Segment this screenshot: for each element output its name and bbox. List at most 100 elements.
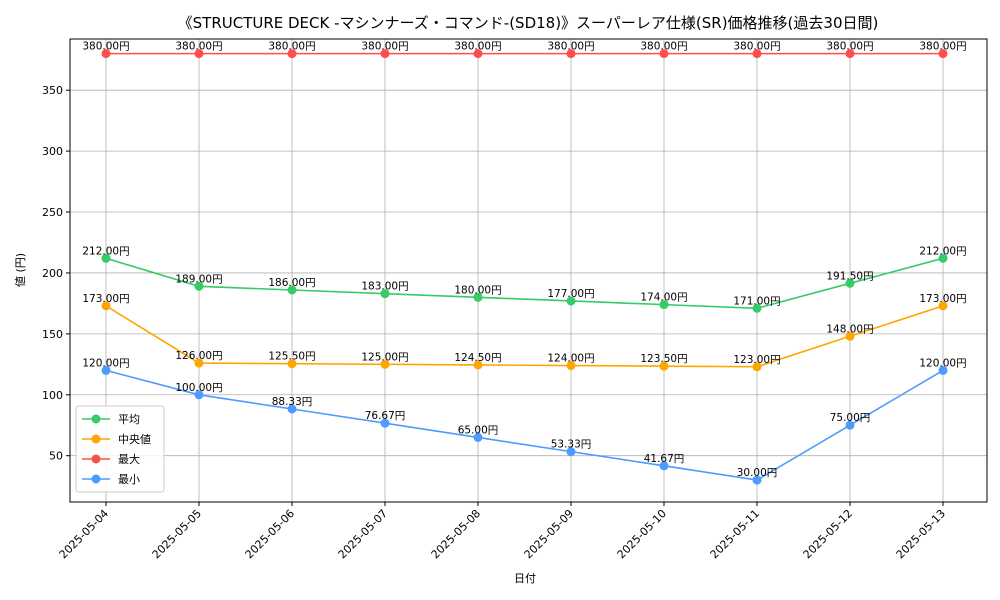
- data-point: [473, 292, 483, 302]
- data-label: 212.00円: [919, 245, 966, 257]
- data-point: [845, 278, 855, 288]
- series-line: [105, 369, 944, 481]
- data-label: 380.00円: [361, 41, 408, 53]
- data-point: [938, 253, 948, 263]
- data-label: 30.00円: [737, 467, 778, 479]
- data-point: [752, 362, 762, 372]
- legend-entry-label: 最小: [118, 473, 140, 486]
- data-point: [101, 49, 111, 59]
- x-tick-label: 2025-05-09: [522, 507, 576, 561]
- data-label: 380.00円: [454, 41, 501, 53]
- data-point: [101, 253, 111, 263]
- y-tick-label: 50: [49, 450, 63, 463]
- data-label: 120.00円: [82, 357, 129, 369]
- data-label: 380.00円: [826, 41, 873, 53]
- data-point: [566, 296, 576, 306]
- data-point: [566, 361, 576, 371]
- data-label: 125.00円: [361, 351, 408, 363]
- data-point: [473, 360, 483, 370]
- series-line: [105, 305, 944, 368]
- chart-title: 《STRUCTURE DECK -マシンナーズ・コマンド-(SD18)》スーパー…: [178, 14, 879, 32]
- data-label: 53.33円: [551, 439, 592, 451]
- x-tick-label: 2025-05-13: [894, 507, 948, 561]
- x-tick-label: 2025-05-07: [336, 507, 390, 561]
- y-axis-label: 値 (円): [14, 253, 27, 287]
- grid-lines: [70, 39, 987, 502]
- y-tick-label: 150: [42, 328, 63, 341]
- data-point: [566, 447, 576, 457]
- data-point: [473, 49, 483, 59]
- plot-frame: [69, 38, 988, 503]
- y-tick-label: 100: [42, 389, 63, 402]
- data-point: [845, 420, 855, 430]
- data-label: 126.00円: [175, 350, 222, 362]
- data-point: [845, 49, 855, 59]
- x-axis-label: 日付: [514, 572, 536, 585]
- data-point: [752, 49, 762, 59]
- data-point: [194, 390, 204, 400]
- y-tick-label: 250: [42, 206, 63, 219]
- legend-swatch-marker: [91, 474, 101, 484]
- data-label: 88.33円: [272, 396, 313, 408]
- data-label: 380.00円: [268, 41, 315, 53]
- data-label: 41.67円: [644, 453, 685, 465]
- y-tick-label: 200: [42, 267, 63, 280]
- data-point: [659, 300, 669, 310]
- legend-swatch-marker: [91, 414, 101, 424]
- data-label: 65.00円: [458, 424, 499, 436]
- x-tick-label: 2025-05-04: [57, 507, 111, 561]
- legend-box: [75, 405, 165, 493]
- data-label: 120.00円: [919, 357, 966, 369]
- x-axis-ticks: 2025-05-04 2025-05-05 2025-05-06 2025-05-07…: [57, 502, 948, 561]
- data-label: 173.00円: [919, 293, 966, 305]
- x-tick-label: 2025-05-11: [708, 507, 762, 561]
- data-label: 189.00円: [175, 273, 222, 285]
- data-point: [287, 359, 297, 369]
- data-label: 380.00円: [82, 41, 129, 53]
- data-label: 124.00円: [547, 353, 594, 365]
- data-point: [659, 461, 669, 471]
- x-tick-label: 2025-05-12: [801, 507, 855, 561]
- data-label: 380.00円: [640, 41, 687, 53]
- data-point: [380, 289, 390, 299]
- x-tick-label: 2025-05-06: [243, 507, 297, 561]
- data-point: [287, 404, 297, 414]
- data-label: 100.00円: [175, 382, 222, 394]
- data-point: [938, 49, 948, 59]
- data-label: 173.00円: [82, 293, 129, 305]
- data-point: [659, 361, 669, 371]
- data-point: [938, 301, 948, 311]
- data-point: [566, 49, 576, 59]
- data-label: 380.00円: [547, 41, 594, 53]
- series-line: [105, 257, 944, 310]
- legend-entry-label: 中央値: [118, 433, 151, 446]
- data-point: [287, 49, 297, 59]
- data-label: 186.00円: [268, 277, 315, 289]
- data-label: 174.00円: [640, 292, 687, 304]
- data-point: [752, 475, 762, 485]
- data-label: 171.00円: [733, 295, 780, 307]
- legend-swatch-marker: [91, 454, 101, 464]
- data-point: [101, 301, 111, 311]
- data-point: [659, 49, 669, 59]
- data-label: 124.50円: [454, 352, 501, 364]
- data-point: [473, 432, 483, 442]
- data-label: 123.00円: [733, 354, 780, 366]
- data-label: 380.00円: [733, 41, 780, 53]
- x-tick-label: 2025-05-10: [615, 507, 669, 561]
- data-label: 75.00円: [830, 412, 871, 424]
- legend-entry-label: 最大: [118, 452, 140, 466]
- data-label: 123.50円: [640, 353, 687, 365]
- series-layer: 212.00円 189.00円 186.00円 183.00円 180.00円 177.0…: [82, 41, 967, 485]
- y-axis-ticks: 50 100 150 200 250 300 350: [42, 84, 70, 463]
- data-point: [752, 303, 762, 313]
- data-label: 125.50円: [268, 351, 315, 363]
- x-tick-label: 2025-05-05: [150, 507, 204, 561]
- data-label: 380.00円: [919, 41, 966, 53]
- data-point: [194, 281, 204, 291]
- y-tick-label: 350: [42, 84, 63, 97]
- data-label: 177.00円: [547, 288, 594, 300]
- data-point: [380, 359, 390, 369]
- data-label: 183.00円: [361, 281, 408, 293]
